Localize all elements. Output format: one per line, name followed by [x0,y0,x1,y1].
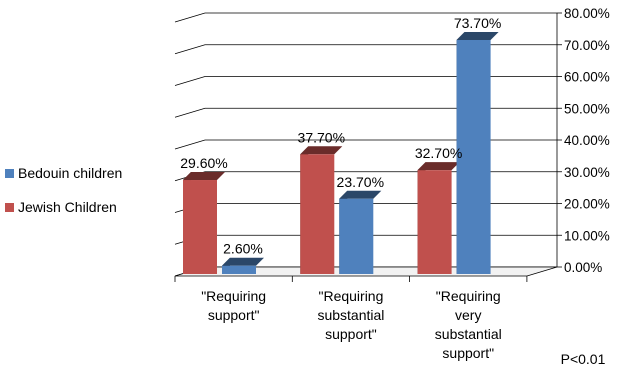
y-tick-label: 80.00% [564,6,610,21]
legend-swatch [5,169,14,178]
y-tick-label: 10.00% [564,228,610,243]
y-tick-label: 60.00% [564,70,610,85]
y-tick-label: 0.00% [564,260,602,275]
legend-label: Jewish Children [18,199,117,215]
gridline [174,107,557,118]
category-label: "Requiring support" [201,288,266,323]
bar [300,146,343,274]
data-label: 2.60% [223,241,263,257]
bar-top [222,257,264,266]
data-label: 32.70% [415,145,462,161]
data-label: 37.70% [298,129,345,145]
data-labels: 29.60% 2.60% 37.70% 23.70% 32.70% 73.70% [180,15,501,257]
bar [222,257,264,274]
bar-front [222,265,256,274]
bar-top [456,32,499,41]
x-axis-categories: "Requiring support" "Requiring substantial s… [201,288,502,361]
bar-front [339,198,374,274]
bar-top [183,172,225,181]
data-label: 73.70% [454,15,501,31]
gridline [174,44,557,55]
p-value-annotation: P<0.01 [561,351,606,367]
legend: Bedouin children Jewish Children [5,165,122,215]
y-tick-label: 20.00% [564,197,610,212]
bars [183,32,499,274]
y-tick-label: 40.00% [564,133,610,148]
bar-top [300,146,343,155]
bar-front [300,154,335,274]
gridline [174,76,557,86]
bar [456,32,499,274]
y-tick-label: 50.00% [564,101,610,116]
category-label: "Requiring substantial support" [317,288,384,342]
legend-label: Bedouin children [18,165,122,181]
bar [339,190,382,274]
bar-front [183,180,217,274]
category-label: "Requiring very substantial support" [435,288,502,361]
y-tick-label: 70.00% [564,38,610,53]
bar [417,162,460,274]
gridline [174,139,557,150]
bar [183,172,225,274]
y-tick-label: 30.00% [564,165,610,180]
bar-front [417,170,452,274]
y-axis-ticks: 0.00% 10.00% 20.00% 30.00% 40.00% 50.00% 60.00… [556,6,610,275]
legend-swatch [5,203,14,212]
bar-top [339,190,382,199]
data-label: 23.70% [337,174,384,190]
bar-front [456,40,491,274]
bar-top [417,162,460,171]
data-label: 29.60% [180,155,227,171]
gridline [174,12,557,23]
